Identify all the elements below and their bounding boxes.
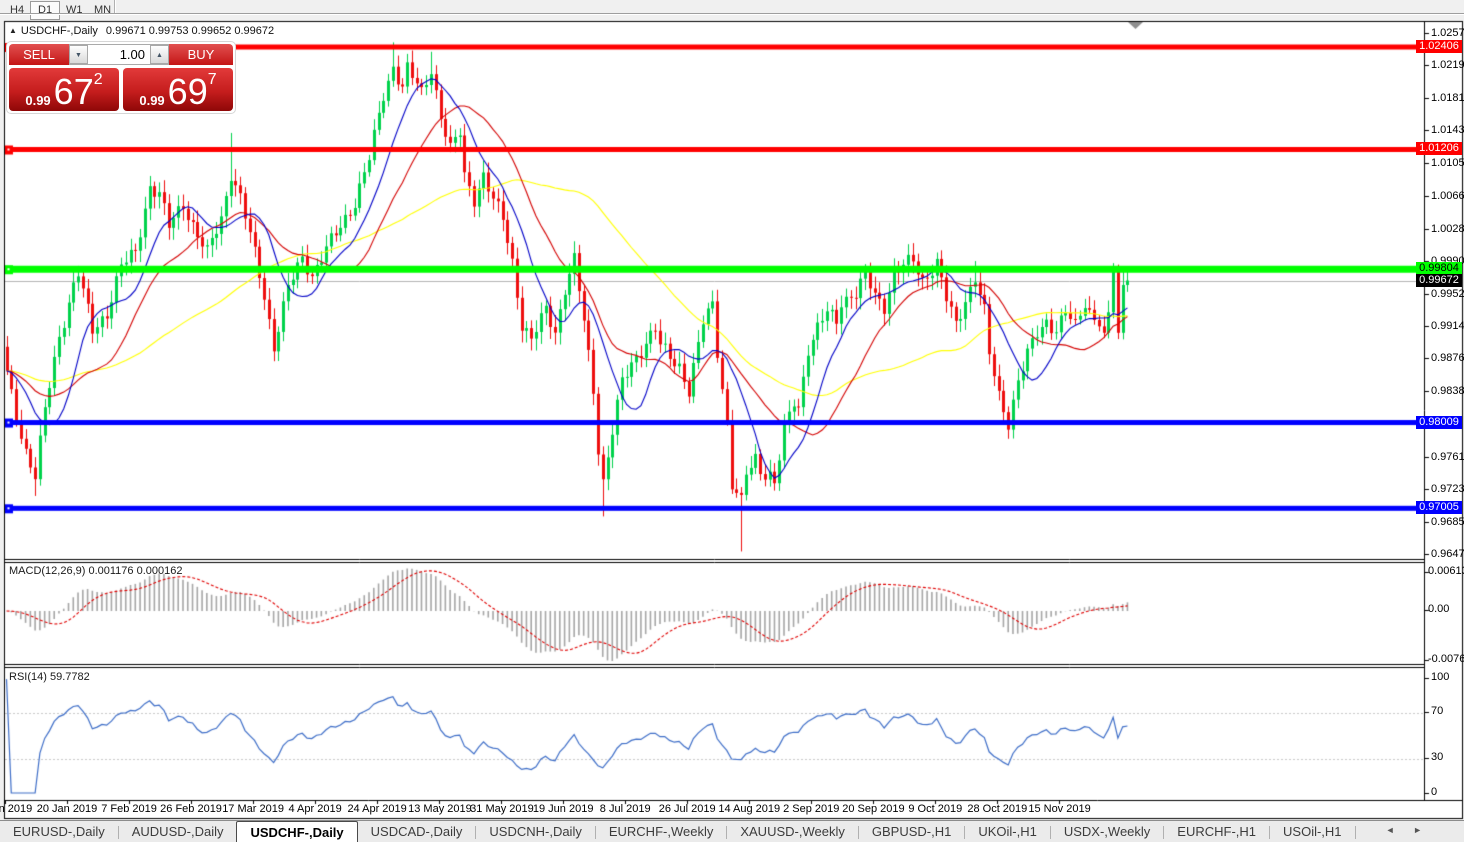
tab-separator xyxy=(475,825,477,839)
sell-price-point: 2 xyxy=(93,71,103,88)
tab-audusd-daily[interactable]: AUDUSD-,Daily xyxy=(131,824,224,839)
collapse-panel-icon[interactable]: ▲ xyxy=(9,26,17,35)
tab-eurchf-weekly[interactable]: EURCHF-,Weekly xyxy=(608,824,714,839)
buy-price-base: 0.99 xyxy=(139,93,165,108)
sell-price-base: 0.99 xyxy=(25,93,51,108)
tab-usdchf-daily[interactable]: USDCHF-,Daily xyxy=(236,821,358,842)
tab-separator xyxy=(1049,825,1051,839)
chart-ohlc-values: 0.99671 0.99753 0.99652 0.99672 xyxy=(105,25,275,37)
tab-separator xyxy=(594,825,596,839)
tab-usdcnh-daily[interactable]: USDCNH-,Daily xyxy=(489,824,582,839)
tab-eurchf-h1[interactable]: EURCHF-,H1 xyxy=(1177,824,1257,839)
chart-symbol-label: USDCHF-,Daily xyxy=(20,25,98,37)
tab-separator xyxy=(117,825,119,839)
tab-xauusd-weekly[interactable]: XAUUSD-,Weekly xyxy=(740,824,845,839)
tab-separator xyxy=(1163,825,1165,839)
buy-button[interactable]: BUY xyxy=(169,44,233,65)
tab-separator xyxy=(857,825,859,839)
buy-price-display[interactable]: 0.99 69 7 xyxy=(123,68,233,111)
tab-usoil-h1[interactable]: USOil-,H1 xyxy=(1283,824,1342,839)
macd-indicator-label: MACD(12,26,9) 0.001176 0.000162 xyxy=(9,565,183,577)
one-click-trading-panel: SELL ▼ ▲ BUY 0.99 67 2 0.99 69 7 xyxy=(6,41,236,114)
tab-usdx-weekly[interactable]: USDX-,Weekly xyxy=(1063,824,1151,839)
buy-price-point: 7 xyxy=(207,71,217,88)
sell-button[interactable]: SELL xyxy=(9,44,69,65)
tab-ukoil-h1[interactable]: UKOil-,H1 xyxy=(978,824,1037,839)
tab-gbpusd-h1[interactable]: GBPUSD-,H1 xyxy=(871,824,952,839)
volume-increase-icon[interactable]: ▲ xyxy=(150,45,169,64)
tab-separator xyxy=(1269,825,1271,839)
buy-price-pips: 69 xyxy=(167,71,208,112)
tab-usdcad-daily[interactable]: USDCAD-,Daily xyxy=(370,824,463,839)
tab-separator xyxy=(726,825,728,839)
tab-separator xyxy=(1354,825,1356,839)
rsi-indicator-label: RSI(14) 59.7782 xyxy=(9,671,90,683)
chart-tab-bar: EURUSD-,Daily AUDUSD-,Daily USDCHF-,Dail… xyxy=(0,820,1464,842)
volume-spinner: ▼ ▲ xyxy=(69,44,169,65)
tab-separator xyxy=(964,825,966,839)
volume-decrease-icon[interactable]: ▼ xyxy=(69,45,88,64)
sell-price-display[interactable]: 0.99 67 2 xyxy=(9,68,119,111)
volume-input[interactable] xyxy=(88,45,150,64)
tab-scroll-arrows-icon[interactable]: ◄ ► xyxy=(1385,825,1430,835)
chart-title: ▲ USDCHF-,Daily 0.99671 0.99753 0.99652 0.… xyxy=(9,25,274,37)
sell-price-pips: 67 xyxy=(53,71,94,112)
tab-eurusd-daily[interactable]: EURUSD-,Daily xyxy=(13,824,105,839)
